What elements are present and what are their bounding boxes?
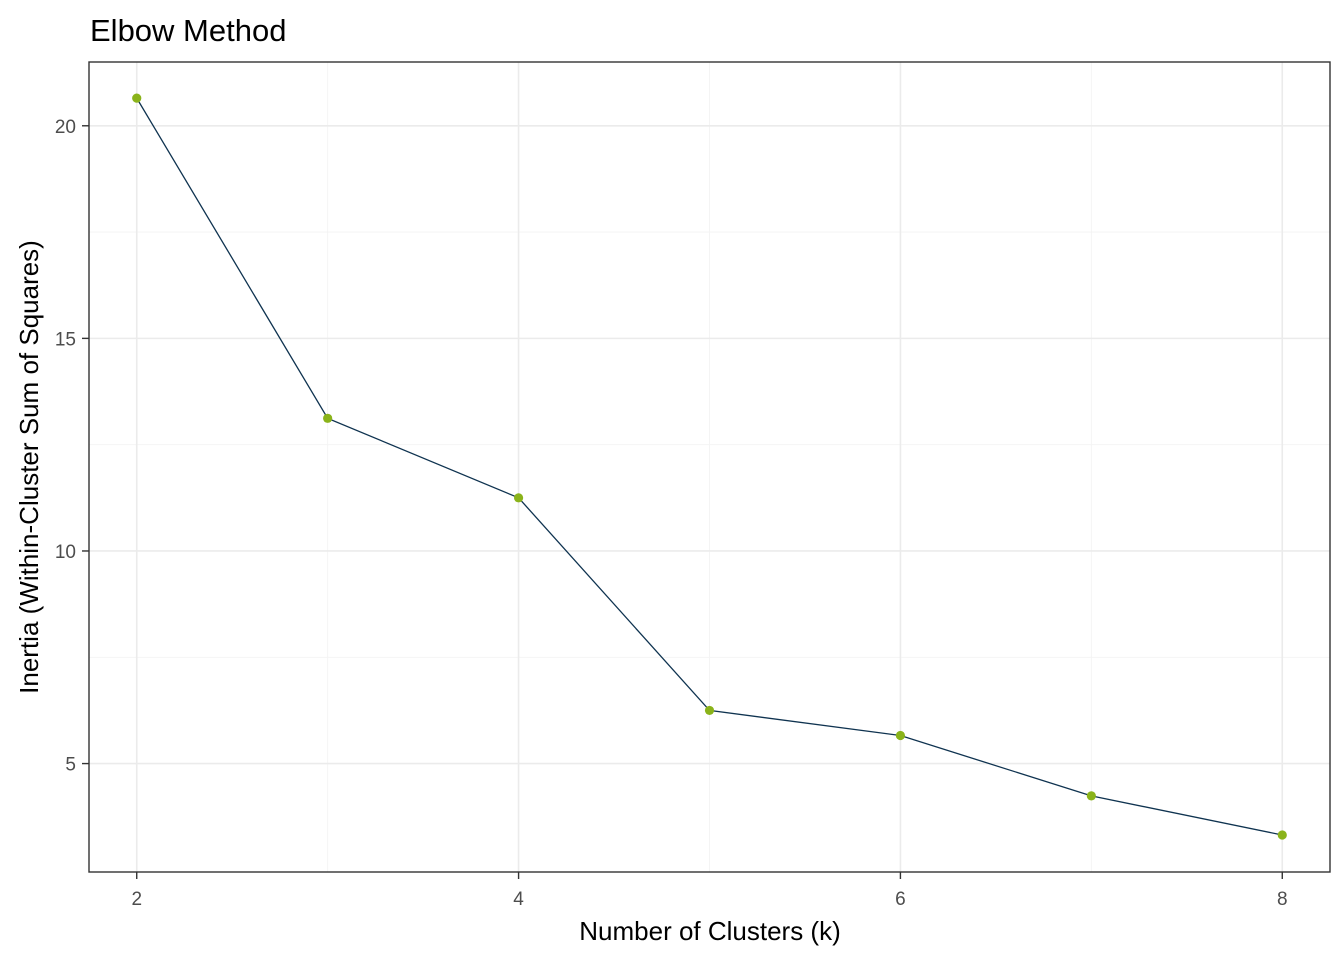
y-tick-label: 5 — [65, 755, 76, 776]
series-layer — [132, 93, 1287, 840]
data-point — [132, 93, 142, 103]
y-axis-title: Inertia (Within-Cluster Sum of Squares) — [14, 240, 44, 694]
data-point — [704, 705, 715, 716]
panel-border — [88, 61, 1331, 873]
y-axis: 5 10 15 20 — [55, 117, 89, 776]
minor-gridlines — [89, 62, 1330, 872]
y-tick-label: 20 — [55, 117, 76, 138]
x-tick-label: 4 — [513, 889, 524, 910]
plot-panel — [88, 61, 1331, 873]
x-tick-label: 6 — [895, 889, 906, 910]
x-axis-title: Number of Clusters (k) — [579, 916, 841, 946]
y-tick-label: 10 — [55, 542, 76, 563]
y-tick-label: 15 — [55, 329, 76, 350]
data-point — [323, 413, 333, 423]
x-tick-label: 8 — [1277, 889, 1288, 910]
data-point — [1277, 830, 1287, 840]
chart-title: Elbow Method — [90, 13, 286, 48]
major-gridlines — [89, 62, 1330, 872]
data-point — [513, 493, 524, 503]
data-point — [895, 730, 906, 741]
x-axis: 2 4 6 8 — [131, 872, 1288, 910]
x-tick-label: 2 — [131, 889, 142, 910]
data-point — [1086, 791, 1096, 801]
